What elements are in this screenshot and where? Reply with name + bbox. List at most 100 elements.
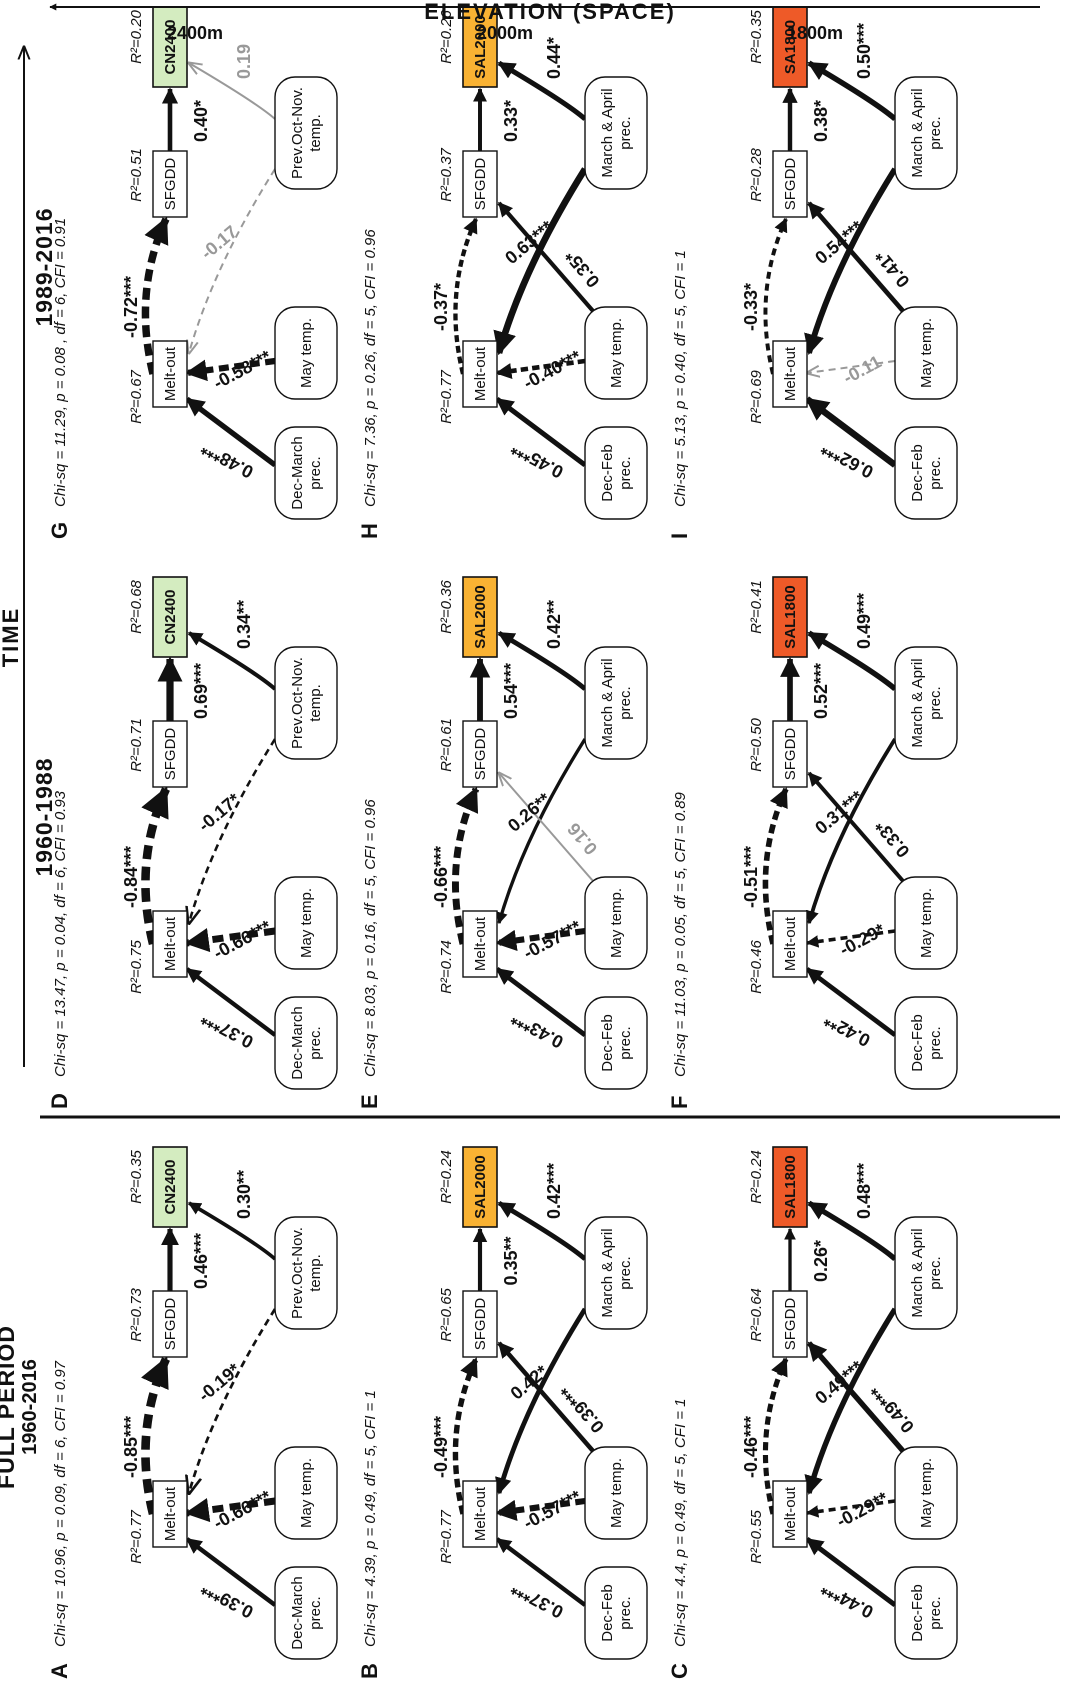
panel-H: H Chi-sq = 7.36, p = 0.26, df = 5, CFI = … xyxy=(357,6,648,539)
coef-melt-sfgdd: -0.51*** xyxy=(741,846,761,908)
third-driver-node-label-line: prec. xyxy=(617,686,634,719)
meltout-box xyxy=(152,340,188,408)
meltout-label: Melt-out xyxy=(782,346,799,401)
third-driver-node-box xyxy=(584,76,648,190)
response-box xyxy=(462,576,498,658)
third-driver-node-label-line: temp. xyxy=(307,1254,324,1292)
may-temp-node-label: May temp. xyxy=(298,1458,315,1528)
coef-sfgdd-response: 0.26* xyxy=(811,1240,831,1282)
panel-D: D Chi-sq = 13.47, p = 0.04, df = 6, CFI =… xyxy=(47,576,338,1109)
path-third-response-arrow xyxy=(497,1200,587,1261)
winter-precip-node-label-line: prec. xyxy=(617,456,634,489)
path-may-melt-arrow xyxy=(184,1497,276,1523)
third-driver-node-box xyxy=(274,646,338,760)
third-driver-node-label-line: Prev.Oct-Nov. xyxy=(289,657,306,749)
sfgdd-box xyxy=(462,720,498,788)
coef-melt-sfgdd: -0.46*** xyxy=(741,1416,761,1478)
winter-precip-node-label: Dec-Marchprec. xyxy=(289,436,324,509)
r2-meltout: R²=0.75 xyxy=(128,939,145,993)
winter-precip-node-box xyxy=(274,426,338,520)
may-temp-node-label: May temp. xyxy=(608,318,625,388)
response-label: SA1800 xyxy=(782,20,799,74)
winter-precip-node-box xyxy=(584,426,648,520)
third-driver-node-label: Prev.Oct-Nov.temp. xyxy=(289,657,324,749)
r2-meltout: R²=0.67 xyxy=(128,369,145,423)
winter-precip-node-label-line: prec. xyxy=(617,1026,634,1059)
panels-layer: A Chi-sq = 10.96, p = 0.09, df = 6, CFI =… xyxy=(47,6,958,1679)
coef-may-melt: -0.29* xyxy=(836,920,888,960)
may-temp-node-box xyxy=(894,306,958,400)
path-third-response-arrow xyxy=(497,60,587,121)
may-temp-node-label: May temp. xyxy=(918,888,935,958)
response-box xyxy=(152,1146,188,1228)
panel-letter: B xyxy=(357,1663,382,1679)
third-driver-node-label: Prev.Oct-Nov.temp. xyxy=(289,1227,324,1319)
panel-F: F Chi-sq = 11.03, p = 0.05, df = 5, CFI =… xyxy=(667,576,958,1109)
fit-statistics: Chi-sq = 7.36, p = 0.26, df = 5, CFI = 0… xyxy=(362,229,379,507)
third-driver-node-box xyxy=(894,1216,958,1330)
winter-precip-node-label-line: Dec-Feb xyxy=(909,1584,926,1642)
coef-third-response: 0.50*** xyxy=(854,23,874,79)
third-driver-node-box xyxy=(894,76,958,190)
winter-precip-node-box xyxy=(894,426,958,520)
winter-precip-node-label-line: Dec-March xyxy=(289,1006,306,1079)
coef-may-sfgdd: 0.39*** xyxy=(557,1381,608,1437)
coef-may-melt: -0.58*** xyxy=(210,346,274,393)
sfgdd-label: SFGDD xyxy=(162,158,179,211)
winter-precip-node-box xyxy=(274,996,338,1090)
meltout-label: Melt-out xyxy=(162,1486,179,1541)
meltout-box xyxy=(462,910,498,978)
coef-may-sfgdd: 0.49*** xyxy=(867,1381,918,1437)
winter-precip-node-box xyxy=(584,1566,648,1660)
period-years-0: 1960-2016 xyxy=(19,1359,41,1455)
response-label: SAL2000 xyxy=(472,15,489,78)
third-driver-node-label-line: prec. xyxy=(617,1256,634,1289)
may-temp-node-label: May temp. xyxy=(608,888,625,958)
third-driver-node-label-line: March & April xyxy=(599,658,616,747)
fit-statistics: Chi-sq = 4.4, p = 0.49, df = 5, CFI = 1 xyxy=(672,1399,689,1647)
third-driver-node-label-line: March & April xyxy=(909,658,926,747)
sfgdd-box xyxy=(772,1290,808,1358)
sfgdd-box xyxy=(152,150,188,218)
panel-E: E Chi-sq = 8.03, p = 0.16, df = 5, CFI = … xyxy=(357,576,648,1109)
meltout-label: Melt-out xyxy=(162,916,179,971)
coef-sfgdd-response: 0.40* xyxy=(191,100,211,142)
coef-may-melt: -0.40*** xyxy=(520,346,584,393)
path-may-melt-arrow xyxy=(805,929,896,948)
coef-may-melt: -0.66*** xyxy=(210,1486,274,1533)
response-label: SAL2000 xyxy=(472,1155,489,1218)
response-label: CN2400 xyxy=(162,1159,179,1214)
third-driver-node-box xyxy=(584,1216,648,1330)
r2-response: R²=0.35 xyxy=(748,9,765,63)
path-third-response-arrow xyxy=(187,631,277,691)
winter-precip-node-label: Dec-Marchprec. xyxy=(289,1006,324,1079)
path-third-melt-arrow xyxy=(804,1307,898,1495)
may-temp-node-box xyxy=(274,306,338,400)
coef-melt-sfgdd: -0.84*** xyxy=(121,846,141,908)
coef-melt-sfgdd: -0.37* xyxy=(431,283,451,331)
coef-may-melt: -0.66*** xyxy=(210,916,274,963)
path-third-melt-arrow xyxy=(189,738,277,923)
path-may-sfgdd-arrow xyxy=(499,773,594,882)
coef-sfgdd-response: 0.52*** xyxy=(811,663,831,719)
coef-sfgdd-response: 0.54*** xyxy=(501,663,521,719)
third-driver-node-label-line: March & April xyxy=(599,1228,616,1317)
r2-response: R²=0.68 xyxy=(128,579,145,633)
coef-melt-sfgdd: -0.66*** xyxy=(431,846,451,908)
r2-sfgdd: R²=0.73 xyxy=(128,1287,145,1341)
response-label: SAL2000 xyxy=(472,585,489,648)
path-may-melt-arrow xyxy=(184,927,276,953)
meltout-label: Melt-out xyxy=(472,916,489,971)
fit-statistics: Chi-sq = 4.39, p = 0.49, df = 5, CFI = 1 xyxy=(362,1390,379,1647)
may-temp-node-label-line: May temp. xyxy=(918,318,935,388)
sfgdd-label: SFGDD xyxy=(472,158,489,211)
may-temp-node-box xyxy=(894,876,958,970)
path-may-melt-arrow xyxy=(807,360,896,373)
r2-sfgdd: R²=0.64 xyxy=(748,1288,765,1342)
path-third-melt-arrow xyxy=(189,168,276,353)
r2-meltout: R²=0.74 xyxy=(438,940,455,994)
path-third-melt-arrow xyxy=(493,167,588,356)
winter-precip-node-label-line: Dec-Feb xyxy=(599,1014,616,1072)
